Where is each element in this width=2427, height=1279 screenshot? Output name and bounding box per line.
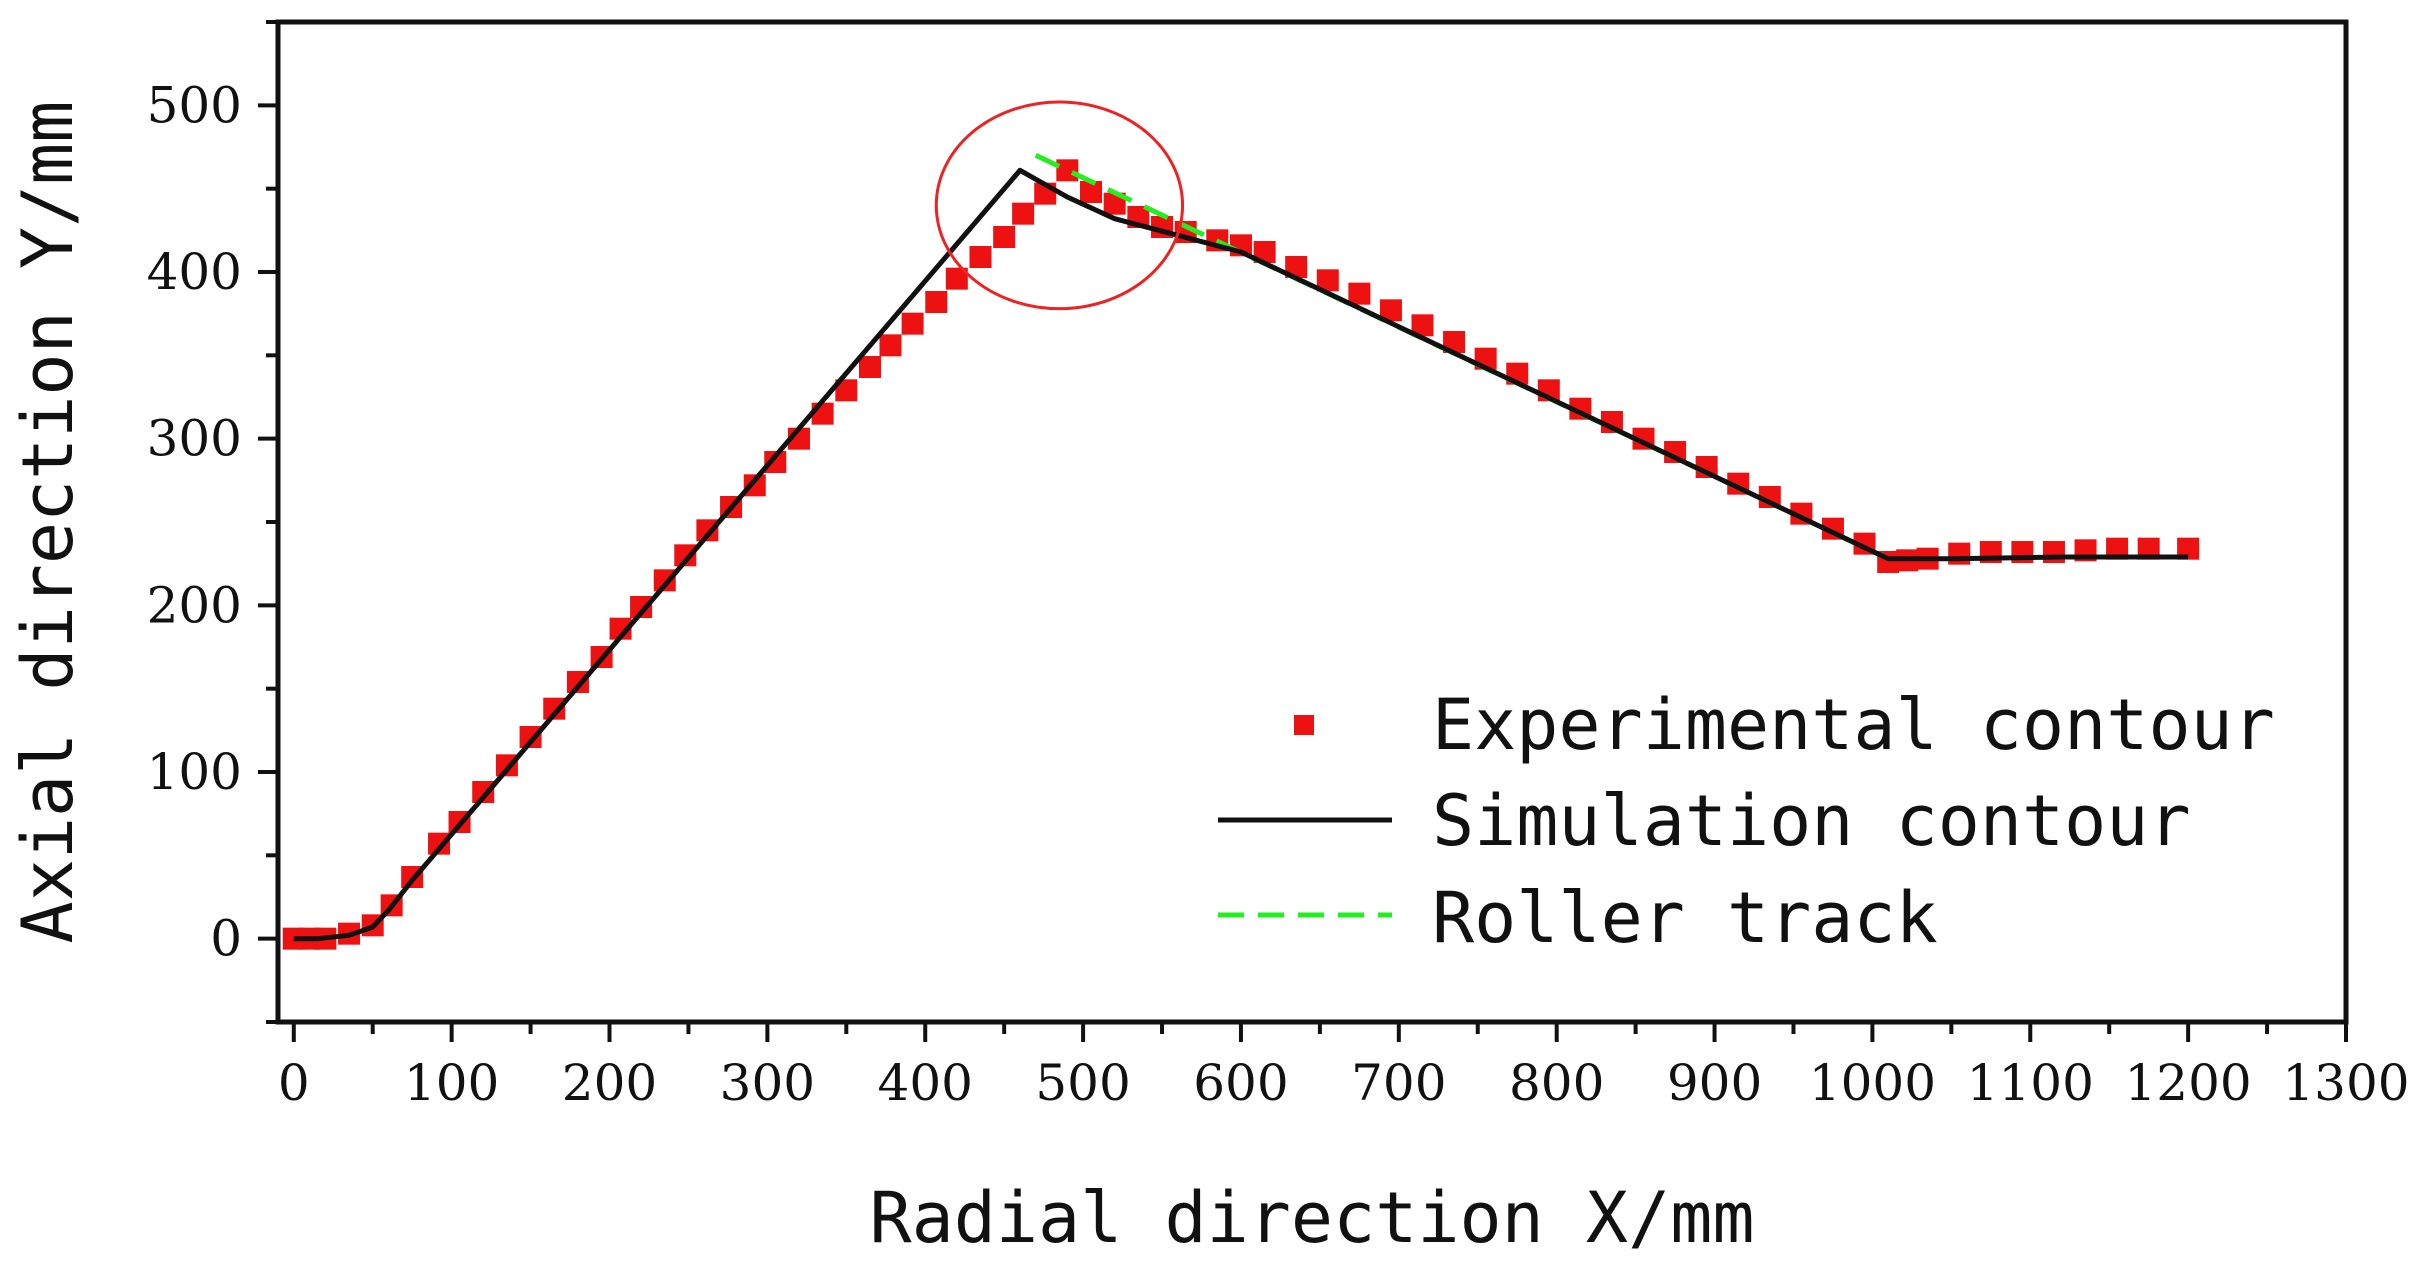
x-tick-label: 0 <box>278 1054 310 1112</box>
experimental-point <box>1285 256 1308 278</box>
experimental-point <box>945 267 968 290</box>
experimental-point <box>1316 269 1339 292</box>
experimental-point <box>1079 181 1102 203</box>
experimental-point <box>519 726 542 748</box>
experimental-point <box>858 356 881 378</box>
experimental-point <box>674 544 697 567</box>
x-tick-label: 600 <box>1193 1054 1288 1112</box>
legend-label-roller-track: Roller track <box>1432 877 1938 959</box>
legend-label-experimental: Experimental contour <box>1432 684 2275 766</box>
x-tick-label: 1300 <box>2282 1054 2409 1112</box>
experimental-point <box>743 474 766 497</box>
x-tick-label: 100 <box>404 1054 499 1112</box>
legend: Experimental contour Simulation contour … <box>1218 684 2275 959</box>
simulation-line <box>293 167 2189 942</box>
experimental-point <box>1379 299 1402 322</box>
x-tick-label: 300 <box>720 1054 815 1112</box>
experimental-point <box>1012 202 1035 225</box>
experimental-point <box>630 596 653 618</box>
x-axis-title: Radial direction X/mm <box>869 1177 1754 1259</box>
x-tick-label: 200 <box>562 1054 657 1112</box>
x-tick-label: 1200 <box>2125 1054 2252 1112</box>
experimental-point <box>993 226 1016 248</box>
ticks-layer: 0 100 200 300 400 500 600 700 800 900 1000 1100 1200… <box>147 20 2410 1112</box>
x-tick-label: 400 <box>878 1054 973 1112</box>
x-tick-label: 700 <box>1351 1054 1446 1112</box>
experimental-point <box>1103 192 1126 215</box>
experimental-point <box>879 334 902 357</box>
experimental-point <box>472 781 495 803</box>
experimental-point <box>835 379 858 402</box>
y-tick-label: 200 <box>147 576 242 634</box>
experimental-point <box>764 451 787 473</box>
data-layer <box>282 153 2200 950</box>
experimental-point <box>696 519 719 542</box>
experimental-point <box>2137 537 2160 560</box>
y-tick-label: 0 <box>210 910 242 968</box>
experimental-point <box>969 246 992 268</box>
x-tick-label: 1100 <box>1967 1054 2094 1112</box>
experimental-point <box>2177 537 2200 560</box>
x-tick-label: 500 <box>1035 1054 1130 1112</box>
experimental-point <box>901 312 924 335</box>
highlight-ellipse <box>934 100 1185 311</box>
experimental-point <box>1253 241 1276 263</box>
experimental-point <box>543 697 566 720</box>
experimental-point <box>653 569 676 592</box>
experimental-point <box>2106 537 2129 560</box>
experimental-point <box>428 832 451 855</box>
experimental-point <box>1411 314 1434 337</box>
experimental-point <box>925 291 948 313</box>
y-tick-label: 400 <box>147 243 242 301</box>
legend-marker-experimental <box>1294 715 1314 735</box>
x-tick-label: 800 <box>1509 1054 1604 1112</box>
y-tick-label: 100 <box>147 743 242 801</box>
experimental-point <box>1348 282 1371 305</box>
plot-frame <box>275 19 2349 1025</box>
experimental-point <box>1948 542 1971 565</box>
y-tick-label: 300 <box>147 410 242 468</box>
legend-label-simulation: Simulation contour <box>1432 780 2191 862</box>
x-tick-label: 1000 <box>1809 1054 1936 1112</box>
y-axis-title: Axial direction Y/mm <box>7 101 89 944</box>
annotation-layer <box>934 100 1185 311</box>
experimental-point <box>1056 159 1079 182</box>
experimental-point <box>1443 331 1466 353</box>
y-tick-label: 500 <box>147 76 242 134</box>
x-tick-label: 900 <box>1667 1054 1762 1112</box>
